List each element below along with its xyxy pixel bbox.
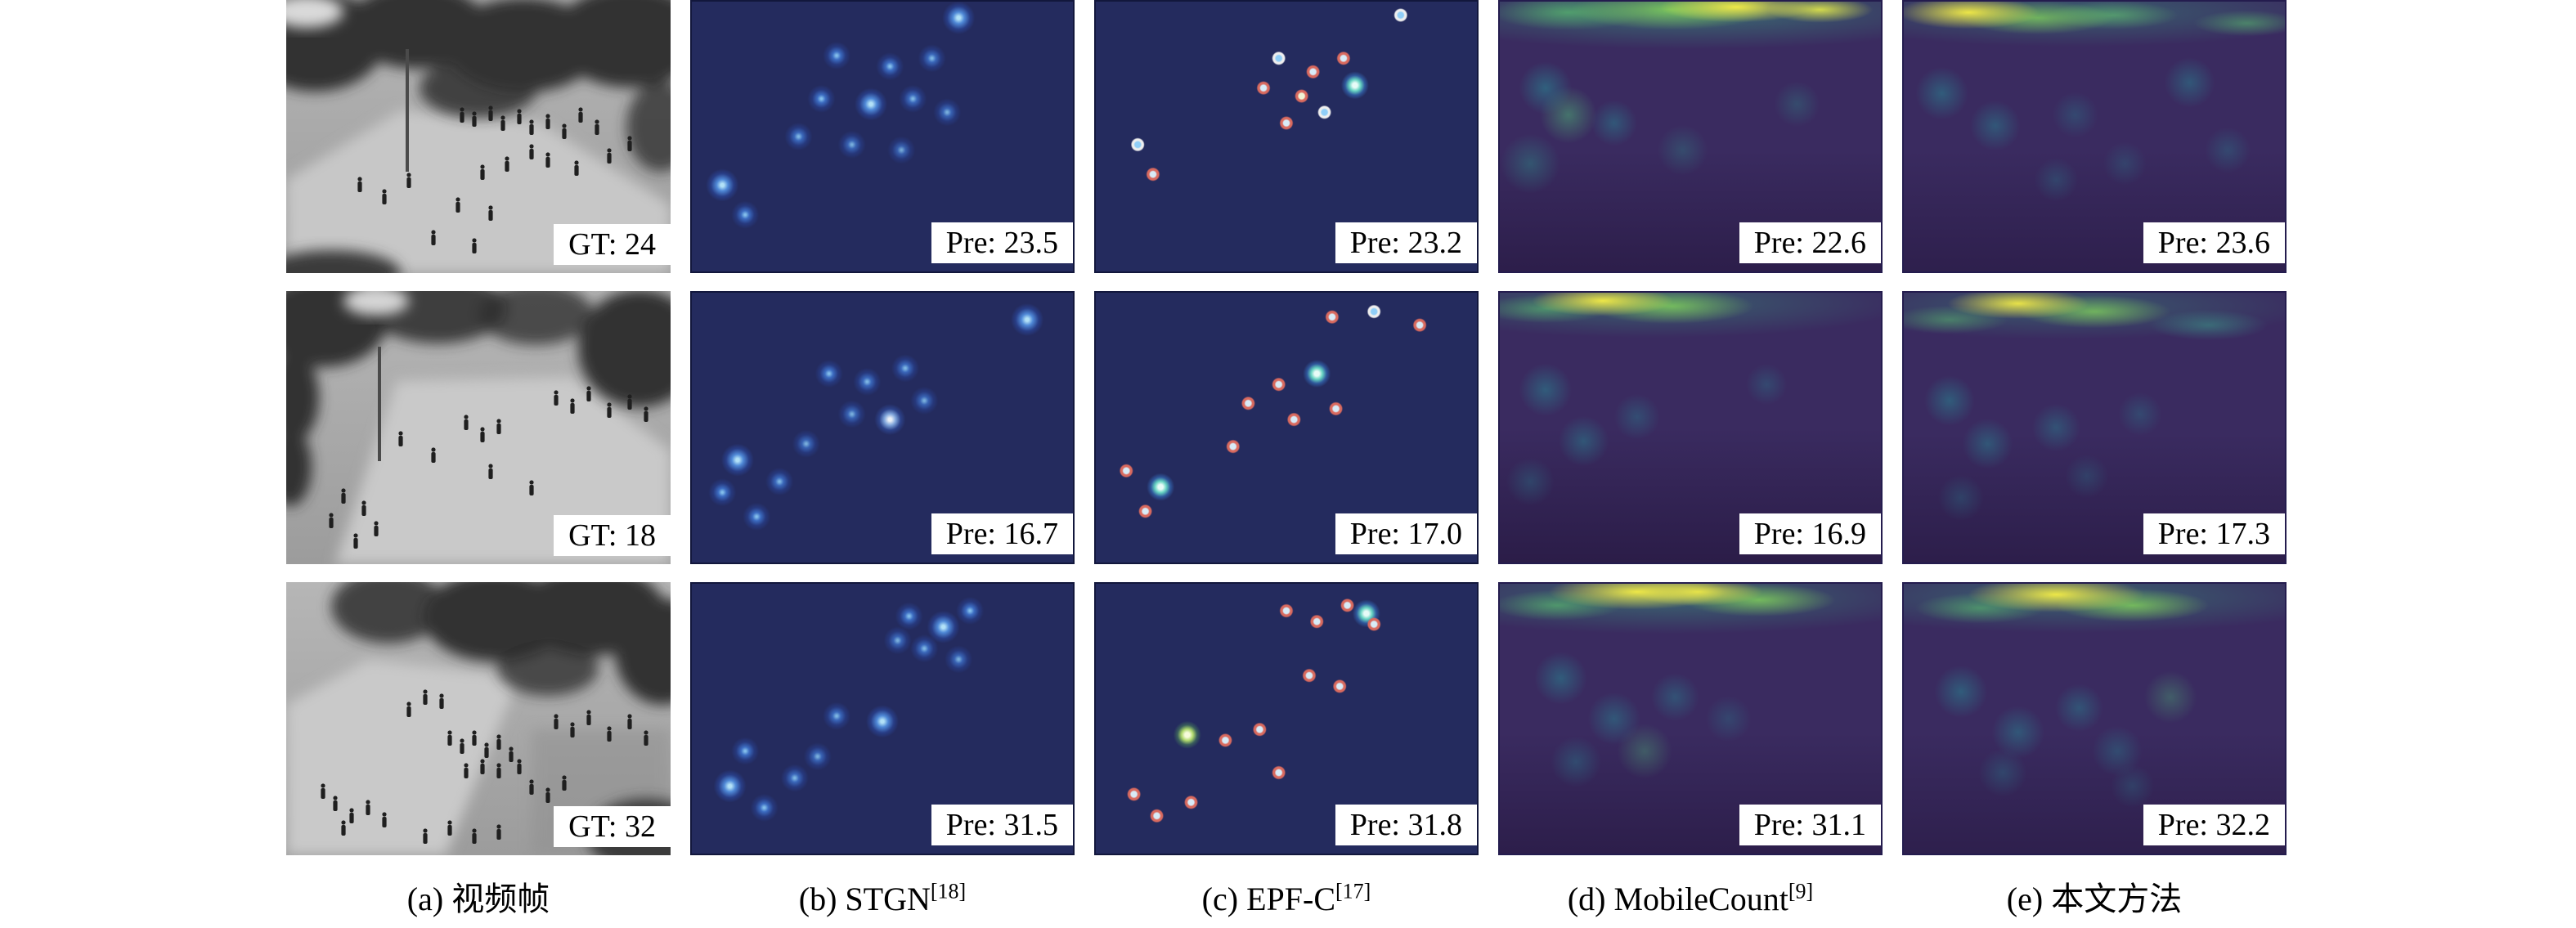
epfc-density-map-row1: Pre: 23.2 [1094,0,1479,273]
count-label: Pre: 22.6 [1739,222,1881,263]
caption-text: (d) MobileCount [1567,881,1788,917]
walkway-shape [286,660,519,855]
count-label: Pre: 32.2 [2143,805,2285,845]
ours-heatmap-row2: Pre: 17.3 [1902,291,2287,564]
caption-superscript: [18] [930,879,967,903]
tree-canopy [286,291,671,506]
caption-mobilecount: (d) MobileCount[9] [1498,879,1883,920]
ours-heatmap-row1: Pre: 23.6 [1902,0,2287,273]
ours-heatmap-row3: Pre: 32.2 [1902,582,2287,855]
video-frame-panel-row3: GT: 32 [286,582,671,855]
count-label: Pre: 23.2 [1335,222,1477,263]
lamp-pole [406,49,409,172]
count-label: Pre: 31.1 [1739,805,1881,845]
caption-superscript: [17] [1335,879,1371,903]
caption-text: (a) 视频帧 [406,881,550,917]
video-frame-panel-row2: GT: 18 [286,291,671,564]
bush [286,250,401,273]
mobilecount-heatmap-row1: Pre: 22.6 [1498,0,1883,273]
count-label: Pre: 17.0 [1335,513,1477,554]
epfc-density-map-row3: Pre: 31.8 [1094,582,1479,855]
count-label: GT: 24 [554,224,671,265]
caption-superscript: [9] [1788,879,1814,903]
caption-text: (c) EPF-C [1201,881,1335,917]
video-frame-panel-row1: GT: 24 [286,0,671,273]
count-label: Pre: 23.6 [2143,222,2285,263]
mobilecount-heatmap-row3: Pre: 31.1 [1498,582,1883,855]
count-label: Pre: 31.8 [1335,805,1477,845]
mobilecount-heatmap-row2: Pre: 16.9 [1498,291,1883,564]
caption-text: (b) STGN [798,881,931,917]
tree-canopy [331,582,671,705]
caption-text: (e) 本文方法 [2006,881,2183,917]
count-label: Pre: 16.9 [1739,513,1881,554]
lamp-pole [378,347,381,461]
caption-epfc: (c) EPF-C[17] [1094,879,1479,920]
count-label: Pre: 17.3 [2143,513,2285,554]
count-label: Pre: 23.5 [931,222,1073,263]
caption-ours: (e) 本文方法 [1902,879,2287,920]
count-label: GT: 32 [554,806,671,847]
caption-stgn: (b) STGN[18] [690,879,1075,920]
stgn-density-map-row1: Pre: 23.5 [690,0,1075,273]
count-label: GT: 18 [554,515,671,556]
stgn-density-map-row3: Pre: 31.5 [690,582,1075,855]
epfc-density-map-row2: Pre: 17.0 [1094,291,1479,564]
count-label: Pre: 16.7 [931,513,1073,554]
stgn-density-map-row2: Pre: 16.7 [690,291,1075,564]
figure-grid: GT: 24 Pre: 23.5 Pre: 23.2 Pre: 22.6 Pre… [286,0,2287,926]
count-label: Pre: 31.5 [931,805,1073,845]
caption-video-frame: (a) 视频帧 [286,879,671,920]
